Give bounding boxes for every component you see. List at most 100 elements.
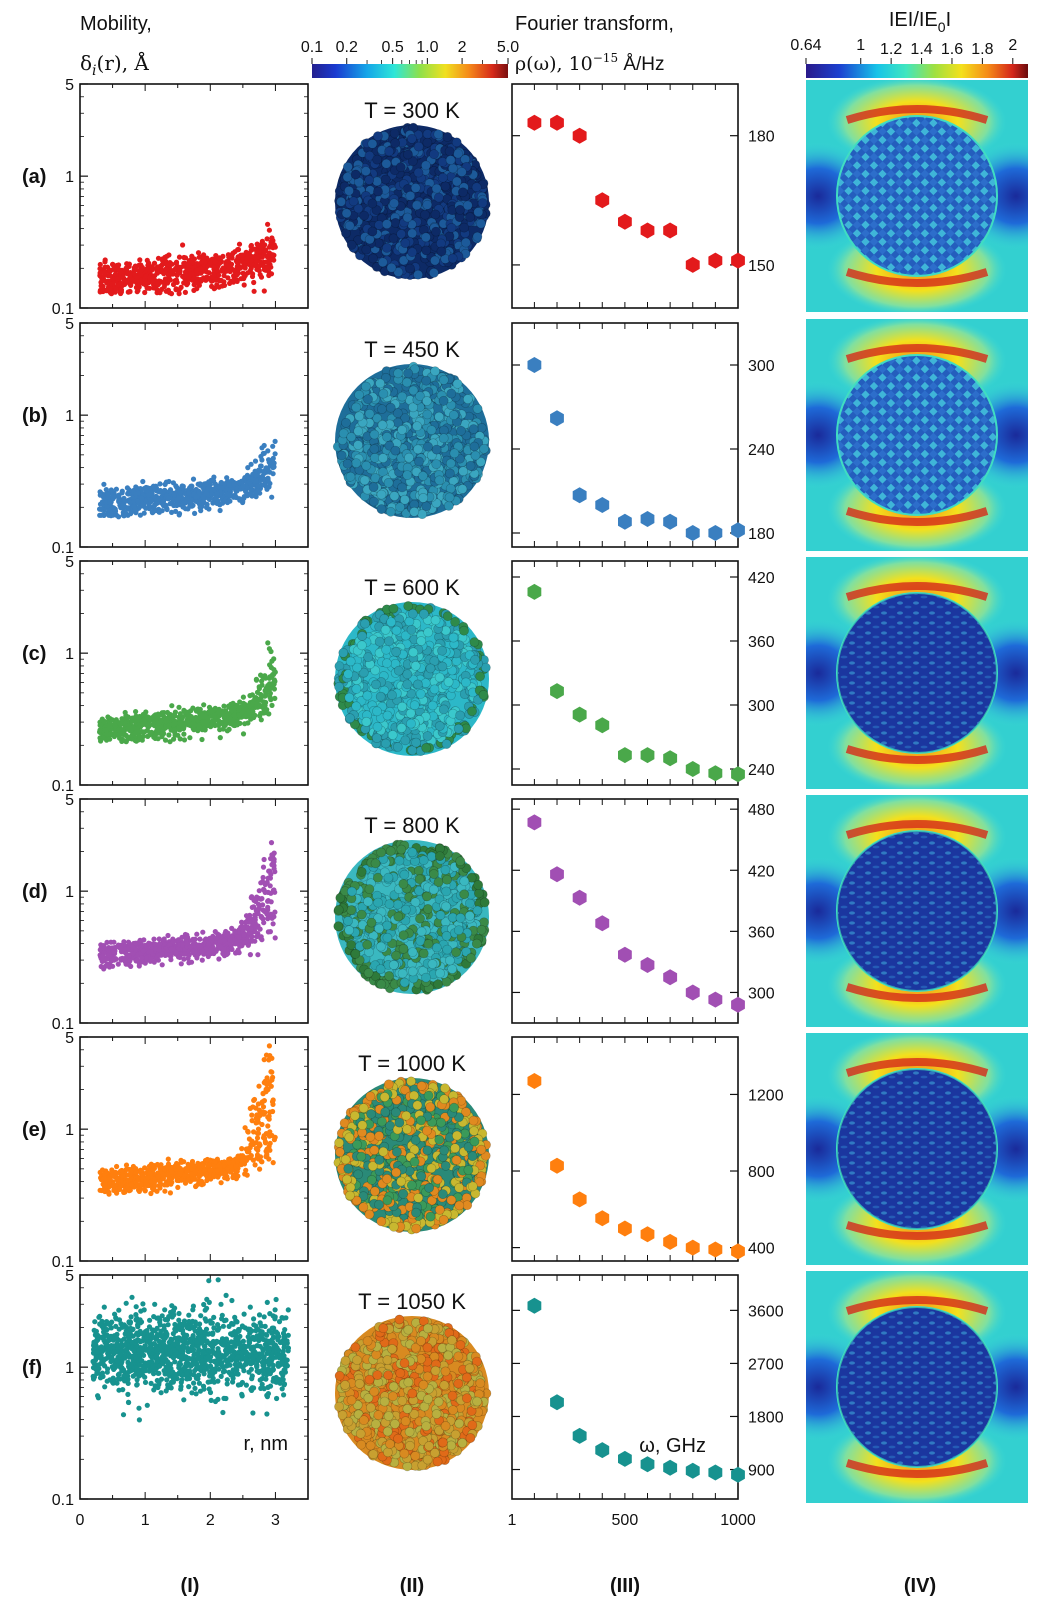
mobility-point <box>143 266 149 272</box>
mobility-point <box>206 950 212 956</box>
mobility-point <box>270 1367 276 1373</box>
mobility-point <box>101 945 107 952</box>
mobility-point <box>204 276 210 282</box>
mobility-point <box>177 1369 183 1375</box>
mobility-point <box>245 1129 251 1135</box>
mobility-point <box>160 1341 167 1347</box>
mobility-point <box>125 1177 131 1183</box>
mobility-point <box>130 951 136 957</box>
mobility-point <box>138 1308 144 1314</box>
mobility-point <box>256 905 262 911</box>
mobility-scatter <box>97 221 278 297</box>
mobility-point <box>141 729 148 735</box>
mobility-point <box>265 221 271 227</box>
mobility-point <box>242 940 248 946</box>
mobility-point <box>242 1125 248 1131</box>
mobility-point <box>261 710 267 716</box>
mobility-point <box>249 1373 255 1379</box>
mobility-point <box>256 1312 263 1318</box>
mobility-point <box>285 1307 291 1313</box>
mobility-point <box>248 895 254 901</box>
mobility-point <box>188 944 194 950</box>
field-colorbar-tick-label: 1 <box>856 37 865 54</box>
mobility-point <box>155 736 161 742</box>
mobility-point <box>268 648 274 655</box>
mobility-frame <box>79 83 309 309</box>
colorbar-tick-label: 0.2 <box>336 39 358 56</box>
mobility-panel: 510.1 <box>52 792 309 1033</box>
mobility-point <box>155 1173 161 1179</box>
mobility-point <box>189 253 195 259</box>
mobility-point <box>189 1390 195 1396</box>
mobility-point <box>238 264 244 271</box>
mobility-point <box>212 259 218 265</box>
mobility-point <box>245 465 251 471</box>
mobility-point <box>196 501 202 507</box>
mobility-point <box>124 278 130 284</box>
mobility-point <box>136 1405 142 1411</box>
mobility-point <box>224 1176 230 1182</box>
mobility-point <box>254 689 261 696</box>
mobility-point <box>188 499 194 505</box>
mobility-point <box>241 275 247 282</box>
mobility-point <box>130 725 136 731</box>
mobility-point <box>118 281 124 287</box>
mobility-point <box>92 1319 98 1325</box>
mobility-point <box>249 1138 255 1144</box>
mobility-point <box>140 501 146 507</box>
mobility-point <box>248 926 254 932</box>
mobility-point <box>176 254 183 260</box>
mobility-point <box>267 662 273 668</box>
mobility-point <box>142 1374 148 1380</box>
mobility-point <box>199 277 205 283</box>
mobility-point <box>173 277 179 283</box>
mobility-point <box>248 258 254 264</box>
mobility-point <box>234 1319 240 1325</box>
mobility-point <box>256 1141 262 1147</box>
mobility-point <box>192 510 198 516</box>
mobility-point <box>252 914 258 921</box>
mobility-point <box>263 247 269 253</box>
mobility-point <box>254 933 260 940</box>
mobility-point <box>167 487 174 493</box>
mobility-point <box>240 483 246 489</box>
mobility-point <box>196 254 202 260</box>
mobility-point <box>162 1317 168 1323</box>
y-tick-label: 5 <box>65 792 74 809</box>
mobility-point <box>187 714 193 720</box>
mobility-point <box>251 1129 257 1135</box>
mobility-point <box>267 1109 273 1115</box>
mobility-point <box>265 1338 271 1344</box>
mobility-point <box>194 931 200 937</box>
mobility-point <box>155 281 161 288</box>
mobility-point <box>242 1171 248 1177</box>
mobility-point <box>212 277 218 283</box>
mobility-point <box>185 1161 191 1167</box>
mobility-point <box>171 736 177 742</box>
mobility-point <box>99 1323 105 1329</box>
mobility-point <box>158 1376 165 1382</box>
mobility-point <box>113 1323 119 1329</box>
mobility-point <box>225 263 231 269</box>
mobility-point <box>231 712 237 718</box>
mobility-point <box>134 485 140 492</box>
mobility-point <box>193 494 199 500</box>
mobility-point <box>129 1339 135 1345</box>
mobility-point <box>203 1171 209 1177</box>
mobility-units: δi(r), Å <box>80 50 149 79</box>
mobility-point <box>192 949 198 955</box>
mobility-point <box>189 1171 195 1177</box>
mobility-point <box>167 1190 173 1196</box>
mobility-point <box>212 481 218 487</box>
mobility-point <box>147 275 153 281</box>
mobility-point <box>252 458 259 464</box>
mobility-point <box>250 1410 256 1416</box>
mobility-point <box>166 732 172 738</box>
mobility-point <box>198 1179 204 1185</box>
mobility-point <box>150 509 156 515</box>
mobility-point <box>263 465 269 471</box>
mobility-point <box>104 1347 111 1353</box>
mobility-point <box>232 930 238 936</box>
mobility-point <box>180 1327 186 1333</box>
mobility-point <box>123 1300 129 1306</box>
